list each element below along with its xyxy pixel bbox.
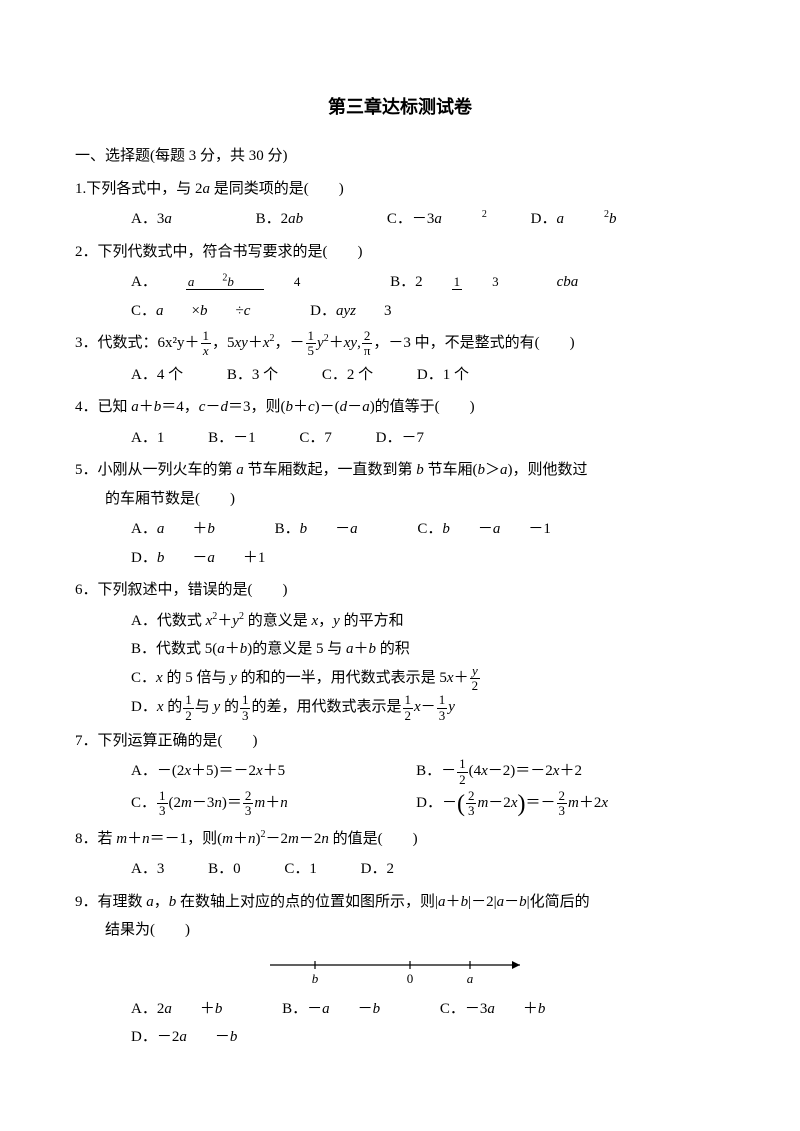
q1-options: A．3a B．2ab C．－3a2 D．a2b	[75, 205, 725, 234]
q9-text-1: 9．有理数 a，b 在数轴上对应的点的位置如图所示，则|a＋b|－2|a－b|化…	[75, 888, 725, 917]
q8-options: A．3 B．0 C．1 D．2	[75, 855, 725, 884]
q1-opt-c: C．－3a2	[387, 205, 487, 234]
q3-opt-d: D．1 个	[417, 361, 469, 390]
q5-opt-d: D．b－a＋1	[131, 544, 265, 573]
q1-opt-d: D．a2b	[531, 205, 657, 234]
q3-text: 3．代数式：6x²y＋1x，5xy＋x2，－15y2＋xy,2π，－3 中，不是…	[75, 329, 725, 359]
nl-label-b: b	[312, 971, 319, 986]
q7-opt-b: B．－12(4x－2)＝－2x＋2	[416, 757, 701, 787]
q6-options: A．代数式 x2＋y2 的意义是 x，y 的平方和 B．代数式 5(a＋b)的意…	[75, 607, 725, 723]
q6-opt-a: A．代数式 x2＋y2 的意义是 x，y 的平方和	[131, 607, 725, 636]
q9-opt-d: D．－2a－b	[131, 1023, 265, 1052]
q4-opt-a: A．1	[131, 424, 164, 453]
q1-opt-b: B．2ab	[256, 205, 344, 234]
q5-text-2: 的车厢节数是( )	[75, 485, 725, 514]
q4-text: 4．已知 a＋b＝4，c－d＝3，则(b＋c)－(d－a)的值等于( )	[75, 393, 725, 422]
q8-text: 8．若 m＋n＝－1，则(m＋n)2－2m－2n 的值是( )	[75, 825, 725, 854]
q2-opt-a: A．a2b4	[131, 268, 358, 297]
q1-text: 1.下列各式中，与 2a 是同类项的是( )	[75, 175, 725, 204]
question-2: 2．下列代数式中，符合书写要求的是( ) A．a2b4 B．213cba C．a…	[75, 238, 725, 326]
q8-opt-b: B．0	[208, 855, 241, 884]
q9-text-2: 结果为( )	[75, 916, 725, 945]
q9-opt-a: A．2a＋b	[131, 995, 250, 1024]
q2-options: A．a2b4 B．213cba C．a×b÷c D．ayz3	[75, 268, 725, 325]
q7-opt-d: D．－(23m－2x)＝－23m＋2x	[416, 789, 701, 819]
question-5: 5．小刚从一列火车的第 a 节车厢数起，一直数到第 b 节车厢(b＞a)，则他数…	[75, 456, 725, 572]
q8-opt-c: C．1	[284, 855, 317, 884]
q3-opt-c: C．2 个	[322, 361, 373, 390]
q1-opt-a: A．3a	[131, 205, 212, 234]
q9-options: A．2a＋b B．－a－b C．－3a＋b D．－2a－b	[75, 995, 725, 1052]
q2-opt-b: B．213cba	[390, 268, 606, 297]
q3-opt-a: A．4 个	[131, 361, 183, 390]
q5-opt-b: B．b－a	[275, 515, 386, 544]
q6-opt-b: B．代数式 5(a＋b)的意义是 5 与 a＋b 的积	[131, 635, 725, 664]
nl-label-a: a	[467, 971, 474, 986]
question-6: 6．下列叙述中，错误的是( ) A．代数式 x2＋y2 的意义是 x，y 的平方…	[75, 576, 725, 723]
q6-opt-c: C．x 的 5 倍与 y 的和的一半，用代数式表示是 5x＋y2	[131, 664, 725, 694]
question-9: 9．有理数 a，b 在数轴上对应的点的位置如图所示，则|a＋b|－2|a－b|化…	[75, 888, 725, 1052]
question-3: 3．代数式：6x²y＋1x，5xy＋x2，－15y2＋xy,2π，－3 中，不是…	[75, 329, 725, 389]
question-4: 4．已知 a＋b＝4，c－d＝3，则(b＋c)－(d－a)的值等于( ) A．1…	[75, 393, 725, 452]
nl-label-0: 0	[407, 971, 414, 986]
question-1: 1.下列各式中，与 2a 是同类项的是( ) A．3a B．2ab C．－3a2…	[75, 175, 725, 234]
q5-opt-c: C．b－a－1	[417, 515, 551, 544]
q6-text: 6．下列叙述中，错误的是( )	[75, 576, 725, 605]
q6-opt-d: D．x 的12与 y 的13的差，用代数式表示是12x－13y	[131, 693, 725, 723]
q2-opt-c: C．a×b÷c	[131, 297, 278, 326]
q4-opt-b: B．－1	[208, 424, 256, 453]
q4-opt-d: D．－7	[376, 424, 424, 453]
q7-text: 7．下列运算正确的是( )	[75, 727, 725, 756]
q7-opt-a: A．－(2x＋5)＝－2x＋5	[131, 757, 416, 787]
q8-opt-a: A．3	[131, 855, 164, 884]
q8-opt-d: D．2	[361, 855, 394, 884]
q7-opt-c: C．13(2m－3n)＝23m＋n	[131, 789, 416, 819]
q9-opt-b: B．－a－b	[282, 995, 408, 1024]
q5-options: A．a＋b B．b－a C．b－a－1 D．b－a＋1	[75, 515, 725, 572]
section-header: 一、选择题(每题 3 分，共 30 分)	[75, 142, 725, 171]
q5-opt-a: A．a＋b	[131, 515, 243, 544]
question-7: 7．下列运算正确的是( ) A．－(2x＋5)＝－2x＋5 B．－12(4x－2…	[75, 727, 725, 821]
q5-text-1: 5．小刚从一列火车的第 a 节车厢数起，一直数到第 b 节车厢(b＞a)，则他数…	[75, 456, 725, 485]
q7-options: A．－(2x＋5)＝－2x＋5 B．－12(4x－2)＝－2x＋2 C．13(2…	[75, 757, 725, 820]
number-line-svg: b 0 a	[260, 953, 540, 989]
number-line-figure: b 0 a	[240, 953, 560, 989]
page-title: 第三章达标测试卷	[75, 90, 725, 124]
q3-options: A．4 个 B．3 个 C．2 个 D．1 个	[75, 361, 725, 390]
q2-text: 2．下列代数式中，符合书写要求的是( )	[75, 238, 725, 267]
q2-opt-d: D．ayz3	[310, 297, 391, 326]
q3-opt-b: B．3 个	[227, 361, 278, 390]
q4-opt-c: C．7	[299, 424, 332, 453]
q4-options: A．1 B．－1 C．7 D．－7	[75, 424, 725, 453]
q9-opt-c: C．－3a＋b	[440, 995, 574, 1024]
question-8: 8．若 m＋n＝－1，则(m＋n)2－2m－2n 的值是( ) A．3 B．0 …	[75, 825, 725, 884]
